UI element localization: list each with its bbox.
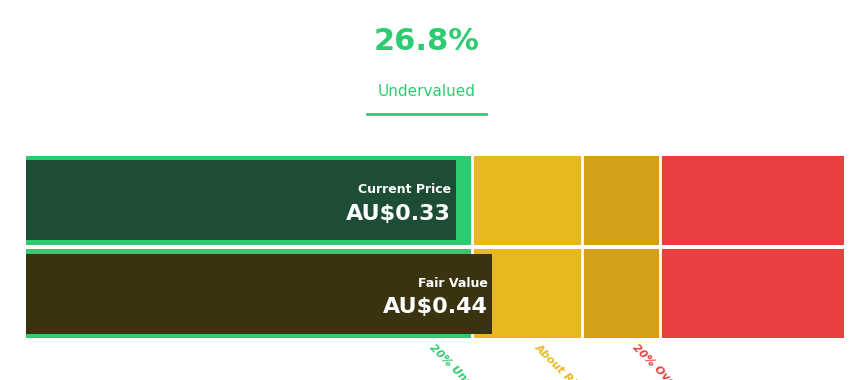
Bar (26, 249, 471, 338)
Text: Fair Value: Fair Value (417, 277, 487, 290)
Bar (26, 156, 471, 245)
Bar (582, 249, 659, 338)
Text: 26.8%: 26.8% (373, 27, 479, 55)
Text: Undervalued: Undervalued (377, 84, 475, 98)
Bar (471, 249, 582, 338)
Bar (659, 156, 843, 245)
Bar (26, 160, 455, 240)
Text: Current Price: Current Price (358, 183, 451, 196)
Bar (26, 254, 492, 334)
Text: AU$0.33: AU$0.33 (346, 204, 451, 223)
Bar (471, 156, 582, 245)
Bar (659, 249, 843, 338)
Text: 20% Undervalued: 20% Undervalued (428, 342, 512, 380)
Bar (582, 156, 659, 245)
Text: About Right: About Right (532, 342, 592, 380)
Text: AU$0.44: AU$0.44 (383, 297, 487, 317)
Text: 20% Overvalued: 20% Overvalued (630, 342, 710, 380)
